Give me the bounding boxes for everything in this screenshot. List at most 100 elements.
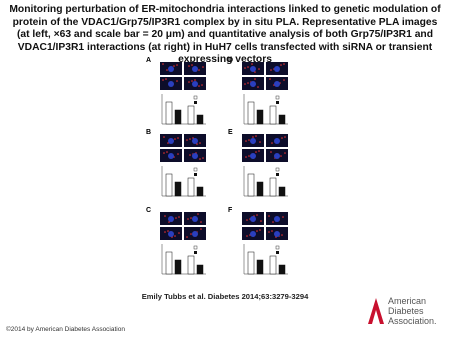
chart-legend xyxy=(193,95,198,100)
pla-dot xyxy=(190,233,192,235)
pla-dot xyxy=(259,229,261,231)
pla-dot xyxy=(164,231,166,233)
panel-label: E xyxy=(228,129,233,136)
pla-dot xyxy=(190,217,192,219)
pla-dot xyxy=(199,142,201,144)
chart-bar xyxy=(165,173,173,197)
pla-dot xyxy=(272,221,274,223)
chart-bar xyxy=(278,114,286,125)
pla-dot xyxy=(174,138,176,140)
pla-dot xyxy=(282,216,284,218)
chart-bar xyxy=(187,255,195,275)
chart-bar xyxy=(187,105,195,125)
pla-dot xyxy=(162,63,164,65)
chart-bar xyxy=(247,173,255,197)
nucleus xyxy=(192,231,198,237)
chart-bar xyxy=(269,105,277,125)
pla-dot xyxy=(254,71,256,73)
pla-dot xyxy=(256,214,258,216)
chart-bar xyxy=(256,259,264,275)
nucleus xyxy=(250,231,256,237)
pla-dot xyxy=(283,63,285,65)
chart-bar xyxy=(174,109,182,125)
nucleus xyxy=(250,216,256,222)
nucleus xyxy=(192,216,198,222)
pla-dot xyxy=(188,65,190,67)
copyright: ©2014 by American Diabetes Association xyxy=(6,326,125,333)
pla-dot xyxy=(186,139,188,141)
pla-dot xyxy=(178,232,180,234)
pla-dot xyxy=(198,85,200,87)
nucleus xyxy=(250,153,256,159)
pla-dot xyxy=(192,137,194,139)
panel-label: F xyxy=(228,207,233,214)
pla-dot xyxy=(284,152,286,154)
pla-dot xyxy=(247,82,249,84)
pla-dot xyxy=(281,137,283,139)
chart-bar xyxy=(247,101,255,125)
chart-legend xyxy=(193,167,198,172)
chart-bar xyxy=(256,181,264,197)
pla-dot xyxy=(199,158,201,160)
pla-dot xyxy=(246,219,248,221)
pla-dot xyxy=(187,218,189,220)
nucleus xyxy=(168,81,174,87)
pla-dot xyxy=(191,64,193,66)
pla-dot xyxy=(268,215,270,217)
pla-dot xyxy=(167,142,169,144)
pla-dot xyxy=(197,213,199,215)
pla-dot xyxy=(284,136,286,138)
nucleus xyxy=(250,138,256,144)
pla-dot xyxy=(248,155,250,157)
nucleus xyxy=(250,81,256,87)
pla-dot xyxy=(163,152,165,154)
pla-dot xyxy=(174,235,176,237)
pla-dot xyxy=(259,141,261,143)
pla-dot xyxy=(177,137,179,139)
pla-dot xyxy=(200,221,202,223)
pla-dot xyxy=(248,139,250,141)
panel-label: D xyxy=(228,57,233,64)
pla-dot xyxy=(162,79,164,81)
chart-legend xyxy=(276,101,279,104)
chart-bar xyxy=(256,109,264,125)
logo-line: Association. xyxy=(388,316,437,326)
pla-dot xyxy=(177,153,179,155)
chart-legend xyxy=(193,245,198,250)
chart-bar xyxy=(196,114,204,125)
chart-bar xyxy=(165,101,173,125)
pla-dot xyxy=(164,215,166,217)
chart-legend xyxy=(194,101,197,104)
pla-dot xyxy=(280,64,282,66)
pla-dot xyxy=(166,69,168,71)
pla-dot xyxy=(202,157,204,159)
nucleus xyxy=(192,153,198,159)
nucleus xyxy=(274,231,280,237)
nucleus xyxy=(168,153,174,159)
pla-dot xyxy=(166,151,168,153)
pla-dot xyxy=(271,142,273,144)
pla-dot xyxy=(268,231,270,233)
pla-dot xyxy=(244,67,246,69)
pla-dot xyxy=(176,80,178,82)
nucleus xyxy=(274,81,280,87)
chart-bar xyxy=(196,186,204,197)
logo-line: Diabetes xyxy=(388,306,424,316)
chart-bar xyxy=(269,177,277,197)
chart-legend xyxy=(194,173,197,176)
pla-dot xyxy=(167,230,169,232)
panel-label: A xyxy=(146,57,151,64)
nucleus xyxy=(168,216,174,222)
chart-bar xyxy=(269,255,277,275)
pla-dot xyxy=(163,136,165,138)
slide-title: Monitoring perturbation of ER-mitochondr… xyxy=(9,4,441,66)
pla-dot xyxy=(251,63,253,65)
pla-dot xyxy=(188,81,190,83)
chart-legend xyxy=(275,245,280,250)
nucleus xyxy=(168,138,174,144)
chart-legend xyxy=(275,95,280,100)
pla-dot xyxy=(252,136,254,138)
nucleus xyxy=(274,138,280,144)
chart-bar xyxy=(278,186,286,197)
